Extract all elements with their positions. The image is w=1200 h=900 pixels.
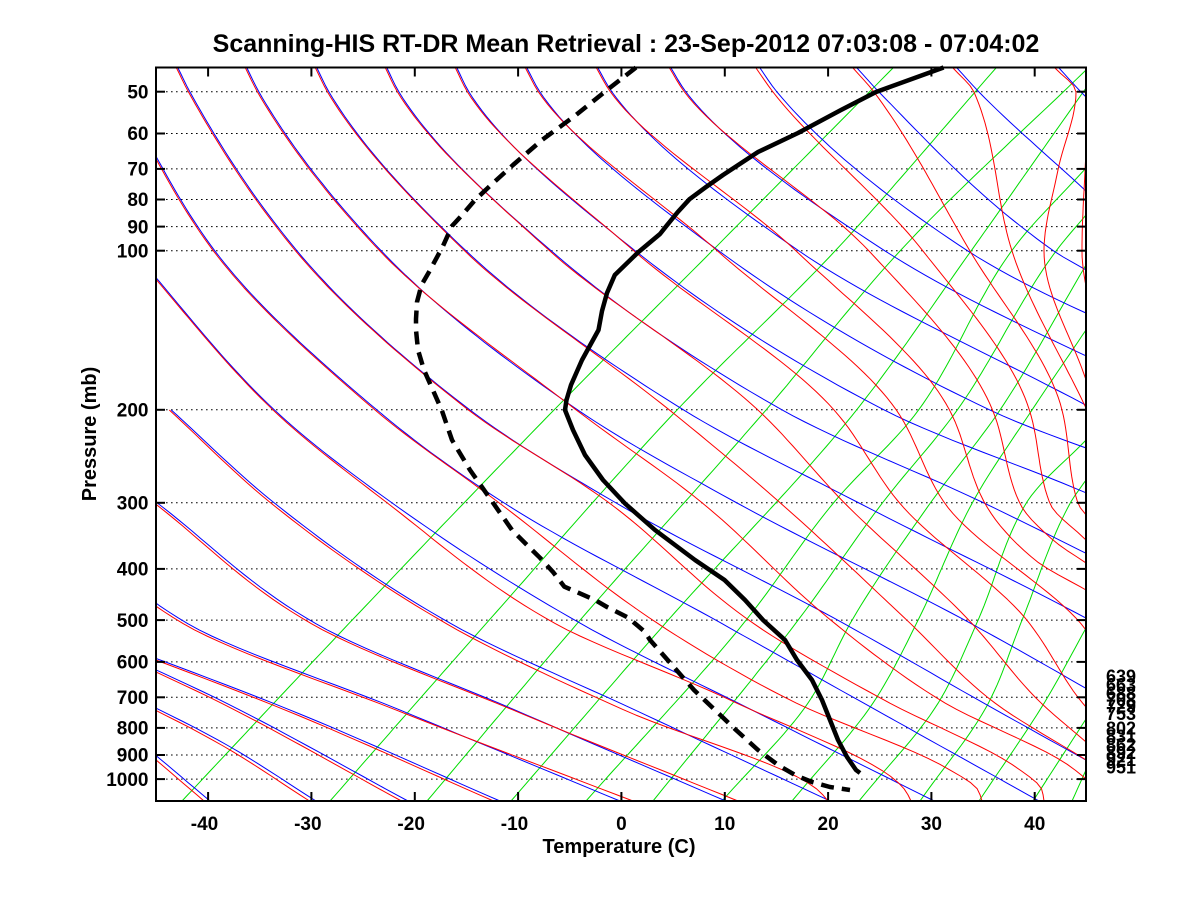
svg-text:Pressure (mb): Pressure (mb) [79,367,101,502]
svg-text:1000: 1000 [106,770,148,791]
svg-text:50: 50 [127,82,148,103]
svg-text:-20: -20 [397,814,424,835]
svg-text:639: 639 [1106,666,1136,686]
svg-text:753: 753 [1106,704,1136,724]
svg-text:400: 400 [117,560,149,581]
svg-text:0: 0 [616,814,627,835]
svg-text:90: 90 [127,217,148,238]
svg-text:40: 40 [1024,814,1045,835]
svg-text:700: 700 [117,688,149,709]
svg-text:20: 20 [818,814,839,835]
svg-text:-40: -40 [191,814,218,835]
svg-text:Scanning-HIS RT-DR Mean Retrie: Scanning-HIS RT-DR Mean Retrieval : 23-S… [213,30,1040,58]
svg-text:100: 100 [117,241,149,262]
svg-text:300: 300 [117,494,149,515]
svg-text:70: 70 [127,160,148,181]
svg-text:500: 500 [117,611,149,632]
svg-text:800: 800 [117,719,149,740]
svg-text:10: 10 [714,814,735,835]
svg-text:60: 60 [127,124,148,145]
svg-text:802: 802 [1106,718,1136,738]
svg-text:Temperature (C): Temperature (C) [543,836,696,858]
svg-text:862: 862 [1106,735,1136,755]
svg-text:951: 951 [1106,758,1136,778]
svg-text:-30: -30 [294,814,321,835]
svg-text:-10: -10 [501,814,528,835]
svg-text:708: 708 [1106,690,1136,710]
svg-text:688: 688 [1106,683,1136,703]
svg-text:892: 892 [1106,743,1136,763]
svg-text:900: 900 [117,746,149,767]
svg-text:921: 921 [1106,750,1136,770]
svg-text:663: 663 [1106,675,1136,695]
svg-text:30: 30 [921,814,942,835]
svg-text:600: 600 [117,653,149,674]
svg-text:831: 831 [1106,727,1136,747]
svg-text:80: 80 [127,190,148,211]
svg-text:200: 200 [117,401,149,422]
svg-text:729: 729 [1106,697,1136,717]
